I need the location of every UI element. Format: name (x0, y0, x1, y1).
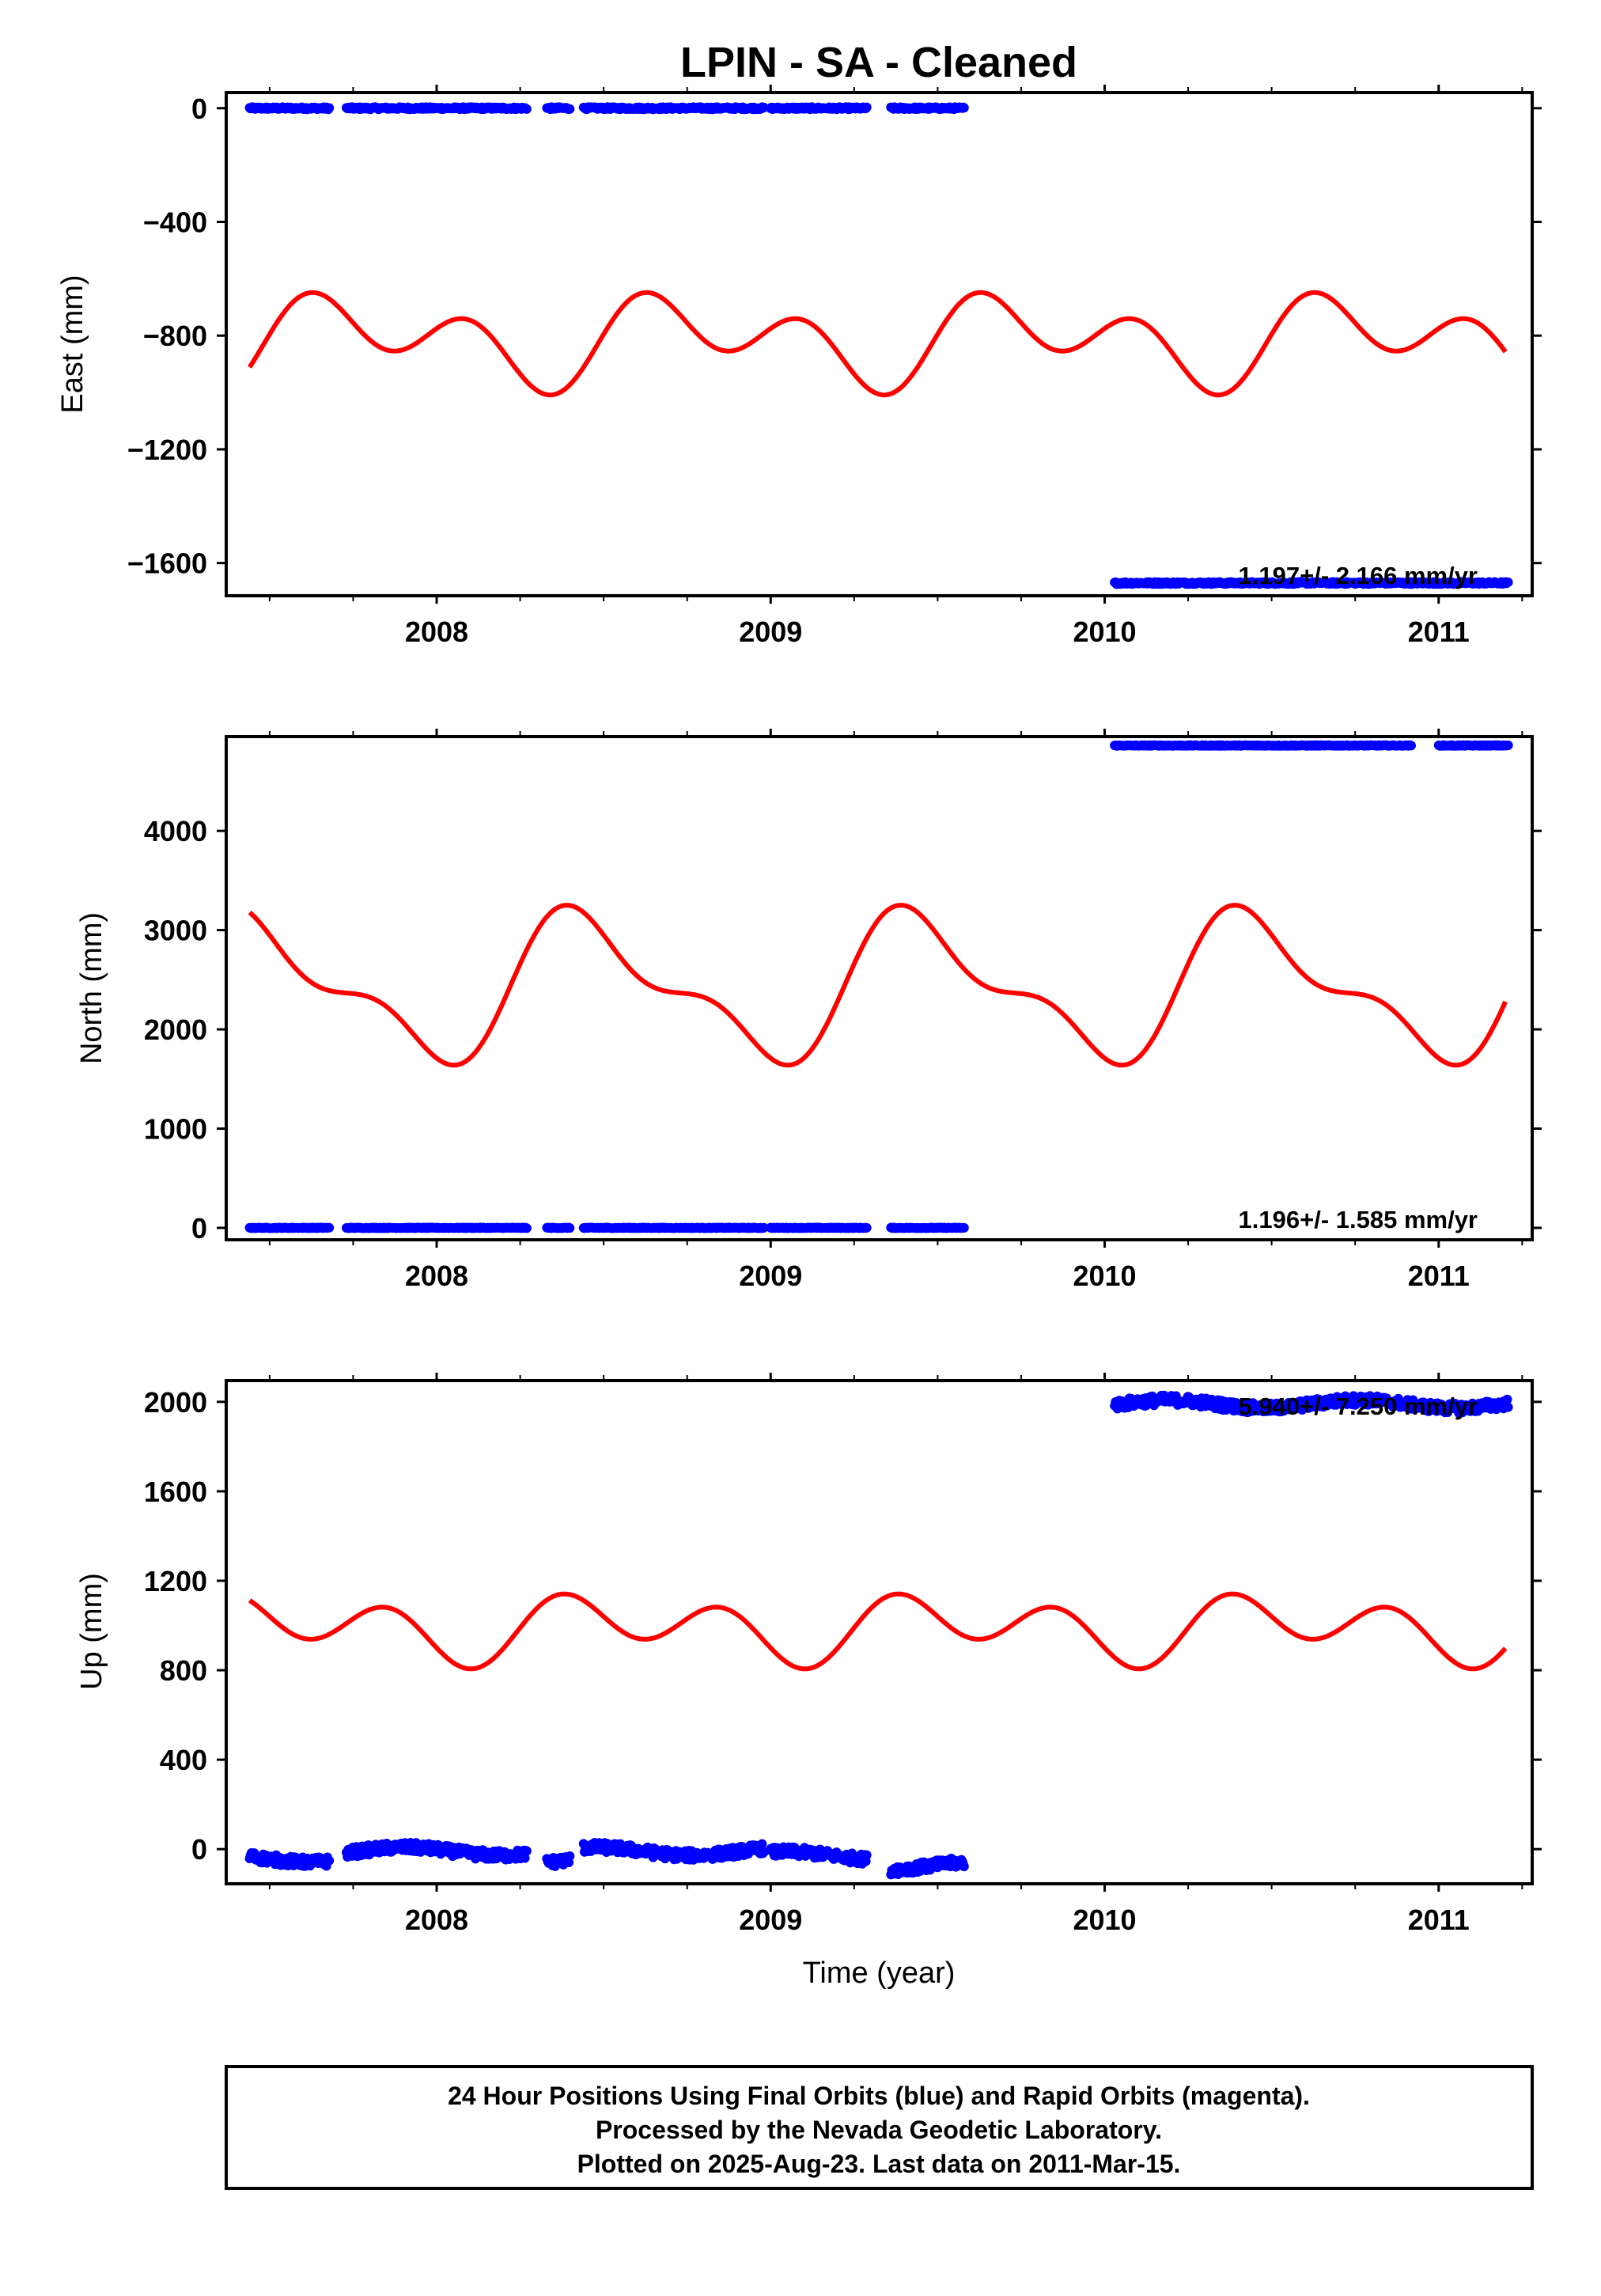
position-point (1502, 1394, 1512, 1404)
position-point (1406, 741, 1416, 751)
y-tick-label-1000: 1000 (144, 1113, 207, 1146)
position-point (757, 1839, 767, 1849)
up-rate-label: 5.940+/- 7.250 mm/yr (1239, 1392, 1478, 1420)
y-tick-label-1200: 1200 (144, 1565, 207, 1597)
y-tick-label--1200: −1200 (127, 434, 207, 466)
footer-line-1: 24 Hour Positions Using Final Orbits (bl… (448, 2082, 1310, 2110)
panel-east-ticks: 2008 2009 2010 2011 0 −400 −800 −1200 −1600 (127, 85, 1542, 648)
y-tick-label-2000: 2000 (144, 1386, 207, 1419)
y-tick-label--400: −400 (143, 206, 207, 238)
x-tick-label-2009: 2009 (739, 1904, 802, 1936)
x-tick-label-2011: 2011 (1408, 616, 1470, 648)
panel-north: 2008 2009 2010 2011 0 1000 2000 3000 4000 North … (75, 729, 1542, 1292)
panel-up-ticks: 2008 2009 2010 2011 0 400 800 1200 1600 2000 (144, 1373, 1542, 1936)
panel-north-seasonal-model (248, 903, 1508, 1068)
footer-line-3: Plotted on 2025-Aug-23. Last data on 201… (577, 2150, 1181, 2178)
x-tick-label-2011: 2011 (1408, 1260, 1470, 1292)
position-point (759, 1222, 769, 1233)
x-tick-label-2008: 2008 (405, 1260, 468, 1292)
north-rate-label: 1.196+/- 1.585 mm/yr (1239, 1206, 1478, 1233)
panel-north-frame (225, 735, 1534, 1241)
y-tick-label-4000: 4000 (144, 815, 207, 847)
up-axis-label: Up (mm) (75, 1573, 108, 1690)
y-tick-label--800: −800 (143, 320, 207, 352)
panel-north-ticks: 2008 2009 2010 2011 0 1000 2000 3000 4000 (144, 729, 1542, 1292)
position-point (861, 1222, 872, 1233)
panel-east: 2008 2009 2010 2011 0 −400 −800 −1200 −1600 East… (56, 85, 1542, 648)
position-point (324, 103, 335, 113)
y-tick-label-1600: 1600 (144, 1476, 207, 1508)
footer-line-2: Processed by the Nevada Geodetic Laborat… (596, 2116, 1162, 2144)
x-tick-label-2009: 2009 (739, 1260, 802, 1292)
y-tick-label-0: 0 (191, 93, 207, 125)
position-point (521, 1846, 532, 1856)
panel-up-daily-positions (244, 1390, 1513, 1880)
position-point (861, 102, 872, 112)
position-point (520, 1853, 530, 1863)
position-point (521, 1223, 532, 1233)
x-axis-label: Time (year) (803, 1957, 956, 1990)
chart-title: LPIN - SA - Cleaned (680, 39, 1077, 86)
y-tick-label-400: 400 (160, 1744, 207, 1776)
panel-north-daily-positions (244, 740, 1513, 1233)
y-tick-label-0: 0 (191, 1833, 207, 1866)
panel-up-frame (225, 1379, 1534, 1885)
position-point (1503, 1402, 1513, 1412)
position-point (861, 1850, 872, 1860)
x-tick-label-2010: 2010 (1073, 1260, 1136, 1292)
seasonal-model-curve (248, 903, 1508, 1068)
y-tick-label-2000: 2000 (144, 1013, 207, 1046)
y-tick-label--1600: −1600 (127, 547, 207, 580)
y-tick-label-0: 0 (191, 1212, 207, 1245)
panel-east-seasonal-model (248, 290, 1508, 398)
north-axis-label: North (mm) (75, 912, 108, 1064)
position-point (959, 1862, 969, 1872)
seasonal-model-curve (248, 290, 1508, 398)
x-tick-label-2010: 2010 (1073, 616, 1136, 648)
position-point (959, 103, 969, 113)
x-tick-label-2008: 2008 (405, 616, 468, 648)
seasonal-model-curve (248, 1591, 1508, 1672)
position-point (565, 1851, 575, 1861)
position-point (1503, 577, 1513, 587)
x-tick-label-2010: 2010 (1073, 1904, 1136, 1936)
y-tick-label-800: 800 (160, 1654, 207, 1687)
y-tick-label-3000: 3000 (144, 915, 207, 947)
panel-east-frame (225, 91, 1534, 597)
position-point (324, 1855, 335, 1866)
position-point (324, 1222, 335, 1233)
east-rate-label: 1.197+/- 2.166 mm/yr (1239, 562, 1478, 589)
footer-box: 24 Hour Positions Using Final Orbits (bl… (225, 2065, 1534, 2190)
x-tick-label-2008: 2008 (405, 1904, 468, 1936)
panel-up-seasonal-model (248, 1591, 1508, 1672)
x-tick-label-2011: 2011 (1408, 1904, 1470, 1936)
footer-frame (225, 2065, 1534, 2190)
x-tick-label-2009: 2009 (739, 616, 802, 648)
panel-east-daily-positions (244, 102, 1513, 589)
east-axis-label: East (mm) (56, 275, 89, 413)
panel-up: 2008 2009 2010 2011 0 400 800 1200 1600 2000 Up (… (75, 1373, 1542, 1936)
position-point (565, 104, 575, 114)
position-point (565, 1223, 575, 1233)
position-point (959, 1222, 969, 1233)
position-point (521, 104, 532, 114)
position-point (1503, 741, 1513, 750)
